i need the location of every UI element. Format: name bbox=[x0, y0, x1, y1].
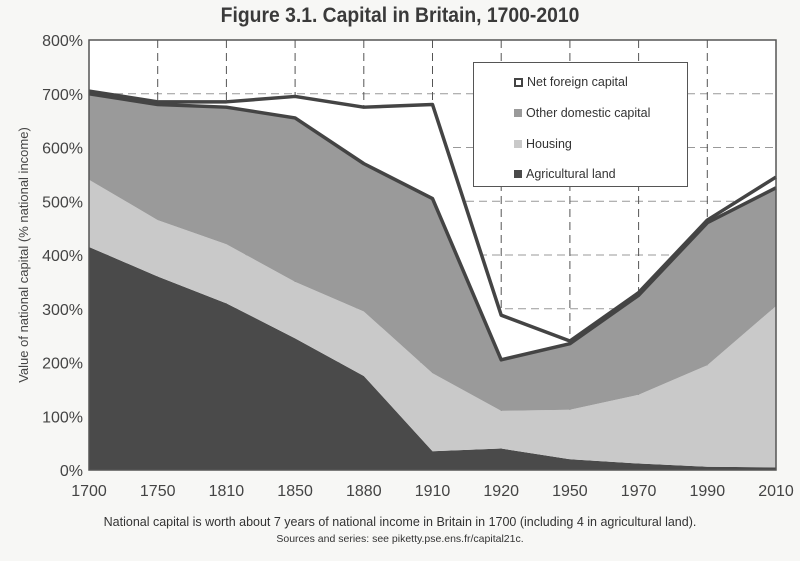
chart-note: National capital is worth about 7 years … bbox=[103, 515, 697, 529]
area-2 bbox=[89, 93, 776, 411]
legend-label: Agricultural land bbox=[526, 167, 616, 181]
svg-text:1750: 1750 bbox=[140, 483, 176, 500]
total-lines bbox=[88, 89, 777, 362]
svg-text:2010: 2010 bbox=[758, 483, 794, 500]
y-axis-ticks: 0% 100% 200% 300% 400% 500% 600% 700% 800% bbox=[42, 33, 83, 480]
legend-label: Housing bbox=[526, 137, 572, 151]
legend-item-other-domestic: Other domestic capital bbox=[514, 106, 650, 120]
svg-text:0%: 0% bbox=[60, 463, 83, 480]
svg-text:600%: 600% bbox=[42, 141, 83, 158]
area-0 bbox=[89, 246, 776, 470]
svg-text:1920: 1920 bbox=[483, 483, 519, 500]
svg-text:1910: 1910 bbox=[415, 483, 451, 500]
area-1 bbox=[89, 179, 776, 468]
svg-text:100%: 100% bbox=[42, 409, 83, 426]
legend-item-agricultural: Agricultural land bbox=[514, 167, 616, 181]
svg-text:500%: 500% bbox=[42, 194, 83, 211]
legend-item-net-foreign: Net foreign capital bbox=[514, 75, 628, 89]
svg-text:200%: 200% bbox=[42, 356, 83, 373]
svg-text:1950: 1950 bbox=[552, 483, 588, 500]
svg-text:1700: 1700 bbox=[71, 483, 107, 500]
svg-text:1880: 1880 bbox=[346, 483, 382, 500]
housing-swatch-icon bbox=[514, 140, 522, 148]
plot-border bbox=[88, 39, 777, 471]
chart-source: Sources and series: see piketty.pse.ens.… bbox=[276, 533, 524, 545]
svg-text:1850: 1850 bbox=[277, 483, 313, 500]
svg-text:1810: 1810 bbox=[209, 483, 245, 500]
chart-title: Figure 3.1. Capital in Britain, 1700-201… bbox=[220, 4, 580, 27]
svg-text:400%: 400% bbox=[42, 248, 83, 265]
agricultural-swatch-icon bbox=[514, 170, 522, 178]
svg-text:700%: 700% bbox=[42, 87, 83, 104]
legend: Net foreign capital Other domestic capit… bbox=[473, 62, 688, 187]
net-foreign-swatch-icon bbox=[514, 77, 523, 87]
other-domestic-swatch-icon bbox=[514, 109, 522, 117]
y-axis-label: Value of national capital (% national in… bbox=[16, 127, 31, 383]
x-axis-ticks: 1700 1750 1810 1850 1880 1910 1920 1950 1970 1990… bbox=[71, 483, 794, 500]
legend-label: Net foreign capital bbox=[527, 75, 628, 89]
svg-text:800%: 800% bbox=[42, 33, 83, 50]
svg-text:1970: 1970 bbox=[621, 483, 657, 500]
svg-text:300%: 300% bbox=[42, 302, 83, 319]
svg-text:1990: 1990 bbox=[690, 483, 726, 500]
legend-item-housing: Housing bbox=[514, 137, 572, 151]
legend-label: Other domestic capital bbox=[526, 106, 651, 120]
stacked-areas bbox=[89, 91, 776, 470]
area-3 bbox=[89, 91, 776, 360]
